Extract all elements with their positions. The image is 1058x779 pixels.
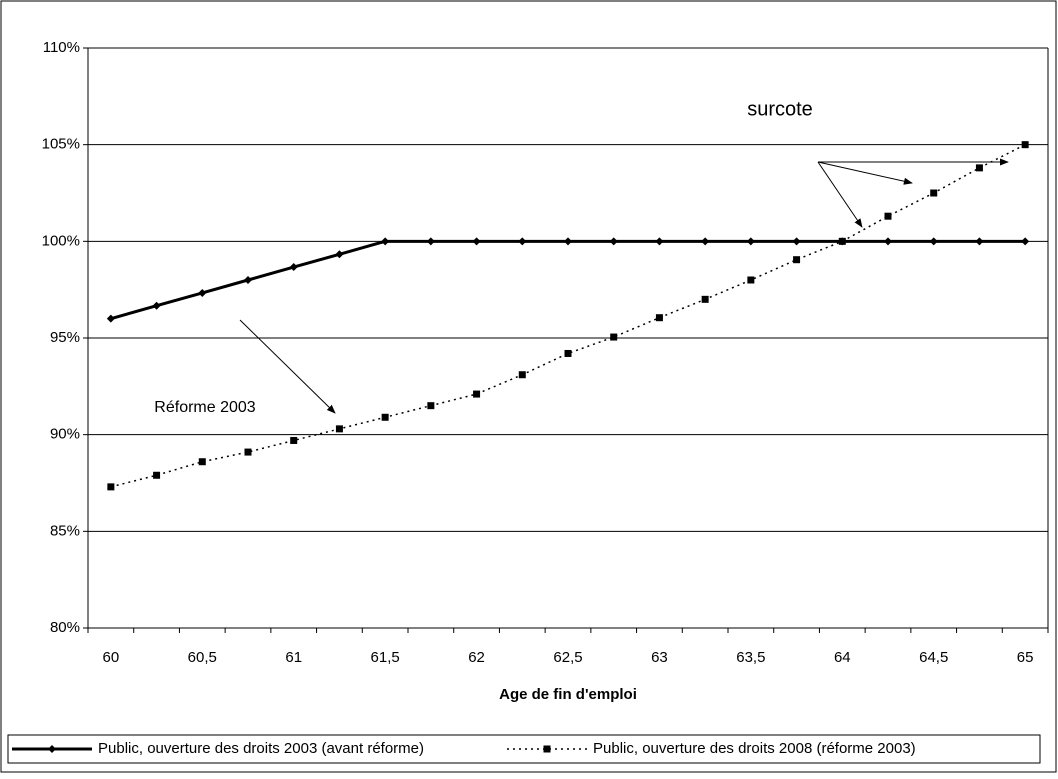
- marker: [609, 237, 618, 246]
- legend-box: [7, 734, 1041, 764]
- marker: [48, 745, 56, 753]
- marker: [975, 164, 983, 172]
- y-tick-label: 105%: [42, 136, 80, 153]
- y-tick-label: 85%: [50, 522, 80, 539]
- marker: [610, 333, 618, 341]
- arrow: [239, 319, 336, 414]
- x-tick-label: 61: [285, 649, 302, 666]
- marker: [746, 237, 755, 246]
- marker: [198, 458, 206, 466]
- annotation: surcote: [747, 98, 813, 120]
- marker: [884, 237, 892, 246]
- marker: [106, 314, 115, 323]
- x-tick-label: 64,5: [919, 649, 948, 666]
- y-tick-label: 80%: [50, 619, 80, 636]
- x-tick-label: 64: [834, 649, 851, 666]
- marker: [793, 256, 801, 264]
- marker: [518, 237, 527, 246]
- marker: [290, 436, 298, 444]
- x-tick-label: 63: [651, 649, 668, 666]
- x-tick-label: 62: [468, 649, 485, 666]
- marker: [655, 237, 664, 246]
- marker: [472, 237, 481, 246]
- marker: [473, 390, 481, 398]
- marker: [198, 288, 207, 297]
- marker: [655, 314, 663, 322]
- marker: [543, 745, 551, 753]
- plot-area: [83, 47, 1049, 633]
- series-line: [110, 143, 1026, 488]
- marker: [107, 483, 115, 491]
- x-tick-label: 60,5: [188, 649, 217, 666]
- annotation: Réforme 2003: [154, 399, 255, 416]
- x-tick-label: 63,5: [736, 649, 765, 666]
- marker: [152, 301, 161, 310]
- marker: [701, 237, 710, 246]
- marker: [335, 250, 344, 259]
- y-tick-label: 100%: [42, 232, 80, 249]
- marker: [564, 237, 572, 246]
- arrow: [817, 161, 863, 228]
- y-tick-label: 95%: [50, 329, 80, 346]
- marker: [426, 237, 435, 246]
- legend-label: Public, ouverture des droits 2008 (réfor…: [593, 740, 916, 757]
- x-tick-label: 65: [1017, 649, 1034, 666]
- marker: [244, 276, 252, 284]
- marker: [975, 237, 984, 246]
- marker: [930, 189, 938, 197]
- x-axis-title: Age de fin d'emploi: [499, 686, 637, 703]
- marker: [929, 237, 938, 246]
- x-tick-label: 60: [103, 649, 120, 666]
- marker: [1021, 141, 1029, 149]
- y-tick-label: 110%: [43, 39, 80, 56]
- marker: [564, 349, 572, 357]
- marker: [518, 371, 526, 379]
- marker: [884, 212, 892, 220]
- marker: [381, 413, 389, 421]
- y-tick-label: 90%: [50, 426, 80, 443]
- x-tick-label: 61,5: [371, 649, 400, 666]
- marker: [1021, 237, 1030, 246]
- marker: [427, 402, 435, 410]
- marker: [838, 237, 846, 245]
- arrow: [817, 161, 913, 185]
- x-tick-label: 62,5: [553, 649, 582, 666]
- marker: [792, 237, 801, 246]
- marker: [701, 295, 709, 303]
- legend-label: Public, ouverture des droits 2003 (avant…: [98, 740, 424, 757]
- marker: [289, 263, 298, 272]
- marker: [335, 425, 343, 433]
- marker: [381, 237, 390, 246]
- marker: [244, 448, 252, 456]
- marker: [747, 276, 755, 284]
- marker: [153, 471, 161, 479]
